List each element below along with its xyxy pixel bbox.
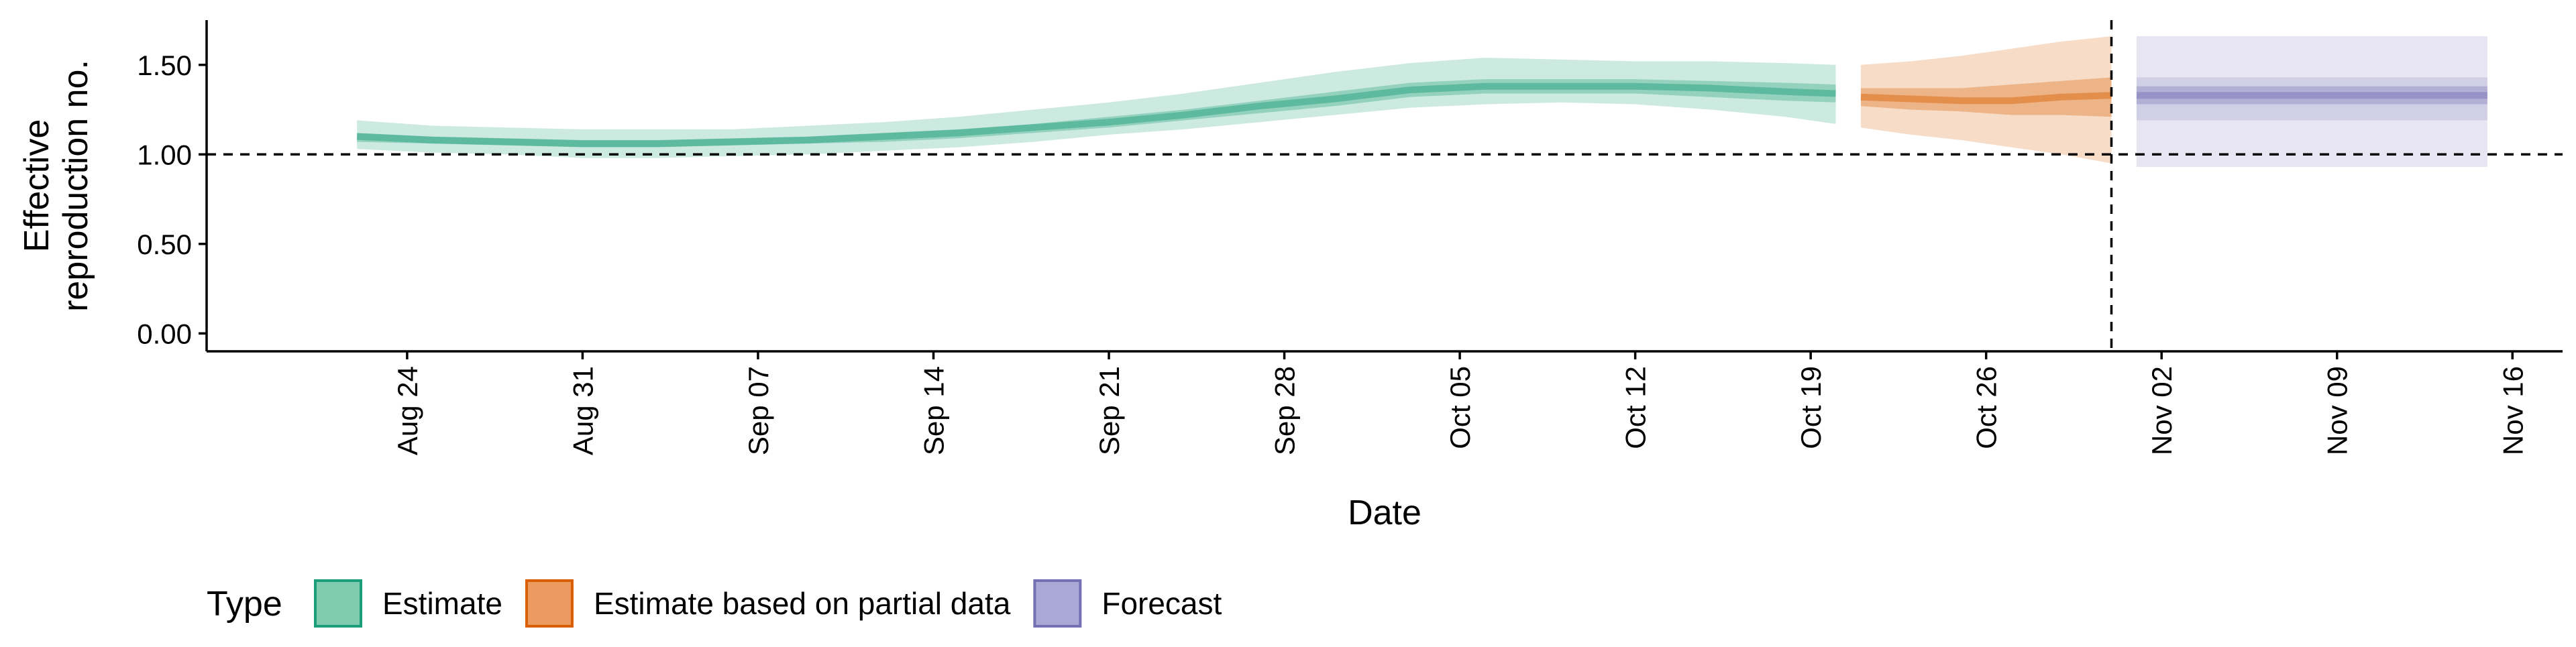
estimate-based-on-partial-data-median-line (1860, 92, 2112, 105)
legend-swatch (314, 579, 362, 628)
legend-title: Type (207, 585, 282, 624)
forecast-band-50 (2136, 86, 2487, 105)
legend-label: Forecast (1102, 586, 1222, 621)
estimate-band-90 (357, 58, 1836, 158)
x-tick-label: Nov 16 (2497, 366, 2528, 455)
uncertainty-bands (357, 36, 2487, 167)
x-tick-label: Oct 05 (1444, 366, 1476, 449)
median-lines (356, 82, 2487, 148)
y-axis-title-line: Effective (17, 119, 56, 252)
x-tick-label: Aug 31 (567, 366, 598, 455)
axis-labels: 0.00 0.50 1.00 1.50 Aug 24 Aug 31 Sep 07 Sep 14… (17, 50, 2528, 532)
x-tick-label: Sep 28 (1269, 366, 1301, 455)
reference-lines (207, 20, 2563, 351)
x-tick-label: Oct 12 (1620, 366, 1652, 449)
x-axis-title: Date (1348, 493, 1421, 532)
estimate-median-line (356, 82, 1836, 148)
x-tick-label: Sep 14 (918, 366, 949, 455)
legend-swatch (1033, 579, 1082, 628)
forecast-band-95 (2136, 36, 2487, 167)
legend-label: Estimate based on partial data (594, 586, 1011, 621)
estimate-based-on-partial-data-band-90 (1860, 36, 2112, 164)
x-tick-label: Sep 07 (743, 366, 774, 455)
x-tick-label: Nov 09 (2322, 366, 2353, 455)
forecast-band-90 (2136, 77, 2487, 121)
legend-swatch (525, 579, 574, 628)
x-tick-label: Oct 26 (1971, 366, 2002, 449)
y-axis-title-line: reproduction no. (56, 60, 95, 312)
legend-label: Estimate (382, 586, 502, 621)
y-tick-label: 1.50 (137, 50, 192, 81)
axes (199, 20, 2563, 359)
legend: Type Estimate Estimate based on partial da… (207, 579, 1222, 628)
estimate-band-50 (357, 79, 1836, 148)
x-tick-label: Oct 19 (1795, 366, 1827, 449)
estimate-based-on-partial-data-band-50 (1860, 77, 2112, 117)
x-tick-label: Nov 02 (2146, 366, 2178, 455)
y-tick-label: 0.00 (137, 318, 192, 349)
y-tick-label: 0.50 (137, 229, 192, 260)
x-tick-label: Aug 24 (392, 366, 423, 455)
y-tick-label: 1.00 (137, 139, 192, 170)
x-tick-label: Sep 21 (1093, 366, 1125, 455)
